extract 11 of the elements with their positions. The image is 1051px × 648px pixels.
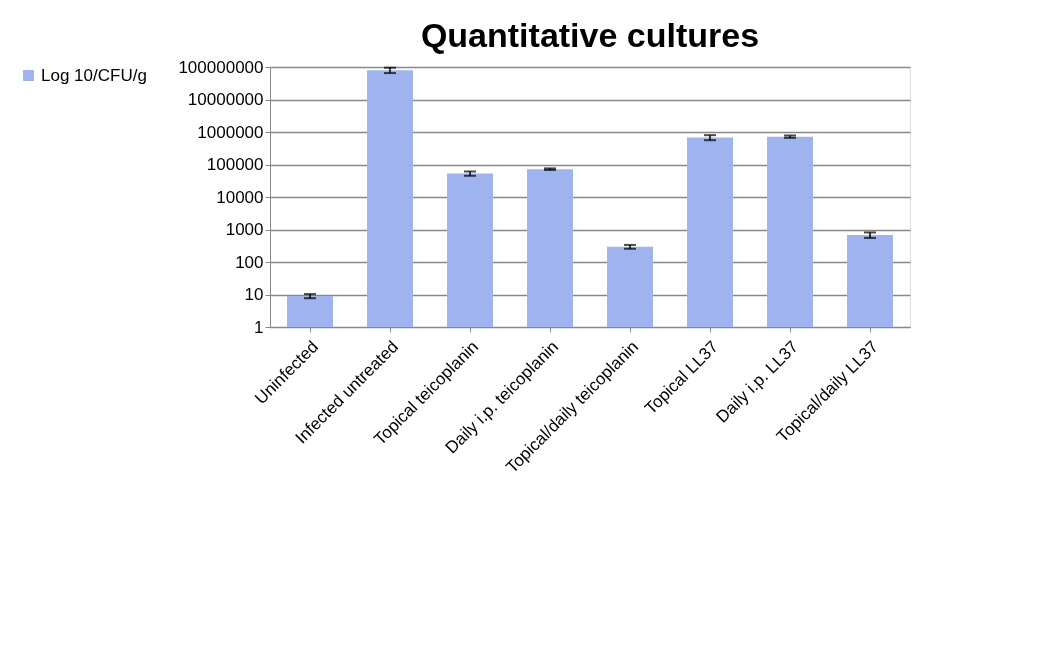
y-tick-label: 100 (235, 252, 264, 272)
y-tick-label: 100000000 (178, 57, 264, 77)
y-tick-label: 10000000 (187, 90, 264, 109)
y-tick-label: 1 (254, 317, 264, 337)
y-tick-label: 100000 (206, 155, 264, 174)
y-tick-label: 10 (244, 285, 264, 304)
legend-label: Log 10/CFU/g (41, 65, 147, 85)
chart-title: Quantitative cultures (420, 16, 760, 54)
y-tick-label: 10000 (216, 187, 264, 207)
y-tick-label: 1000 (225, 220, 264, 239)
y-tick-label: 1000000 (197, 122, 264, 142)
